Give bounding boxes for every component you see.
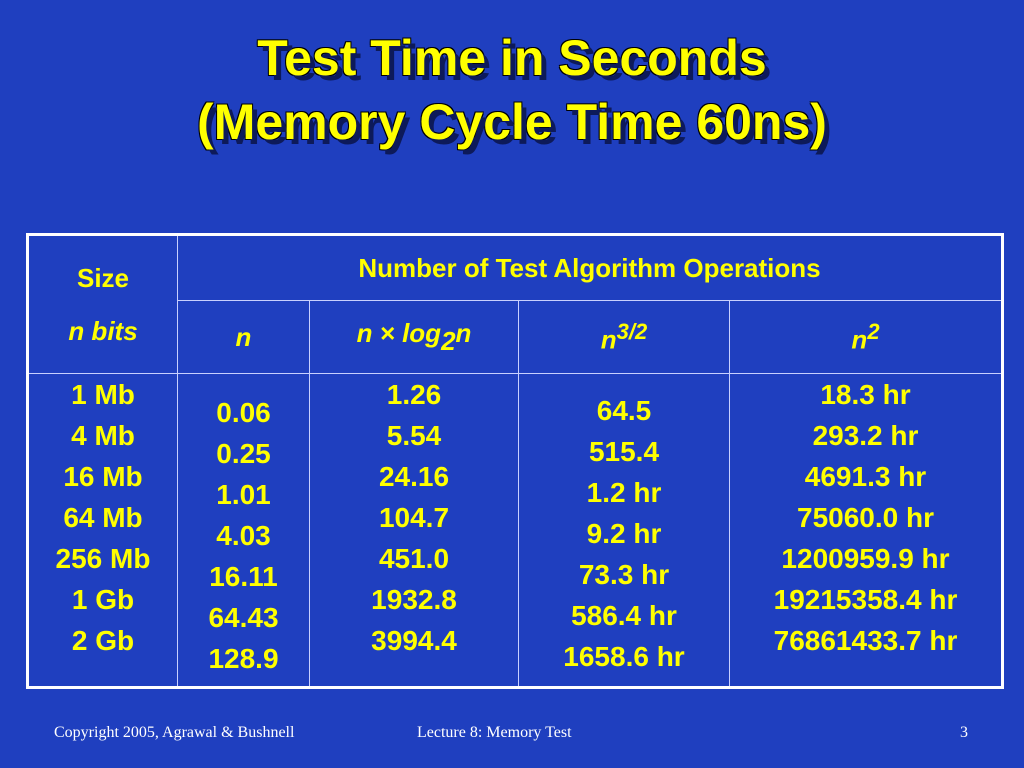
column-header-row: n n × log2n n3/2 n2 (28, 300, 1003, 374)
slide-title: Test Time in Seconds (Memory Cycle Time … (0, 26, 1024, 154)
col-n32-header: n3/2 (518, 300, 730, 374)
n32-value: 73.3 hr (578, 559, 670, 590)
n32-value: 586.4 hr (571, 600, 677, 631)
size-value: 16 Mb (63, 461, 143, 492)
size-value: 1 Mb (71, 379, 135, 410)
n2-cell: 18.3 hr 293.2 hr 4691.3 hr 75060.0 hr 12… (729, 373, 1003, 688)
n2-value: 4691.3 hr (804, 461, 927, 492)
test-time-table: Size n bits Number of Test Algorithm Ope… (26, 233, 1004, 689)
n32-cell: 64.5 515.4 1.2 hr 9.2 hr 73.3 hr 586.4 h… (518, 373, 730, 688)
n2-value: 75060.0 hr (797, 502, 934, 533)
col-nlogn-suffix: n (455, 317, 472, 348)
nlogn-value: 1932.8 (371, 584, 457, 615)
title-line-2: (Memory Cycle Time 60ns) (197, 94, 827, 150)
nlogn-cell: 1.26 5.54 24.16 104.7 451.0 1932.8 3994.… (309, 373, 519, 688)
n-value: 0.06 (216, 397, 271, 428)
n-value: 1.01 (216, 479, 271, 510)
col-nlogn-prefix: n × log (356, 317, 442, 348)
n32-value: 515.4 (588, 436, 660, 467)
sizes-cell: 1 Mb 4 Mb 16 Mb 64 Mb 256 Mb 1 Gb 2 Gb (27, 373, 178, 688)
header-row: Size n bits Number of Test Algorithm Ope… (27, 234, 1003, 374)
n-value: 64.43 (208, 602, 279, 633)
ops-header: Number of Test Algorithm Operations (177, 234, 1003, 301)
n-value: 0.25 (216, 438, 271, 469)
col-n2-exponent: 2 (867, 318, 880, 344)
n-value: 16.11 (209, 561, 278, 592)
n32-value: 9.2 hr (586, 518, 662, 549)
nlogn-value: 24.16 (378, 461, 450, 492)
n-cell: 0.06 0.25 1.01 4.03 16.11 64.43 128.9 (177, 373, 310, 688)
n32-value: 64.5 (596, 395, 652, 426)
n2-value: 19215358.4 hr (773, 584, 958, 615)
size-value: 256 Mb (55, 543, 151, 574)
n32-value: 1658.6 hr (563, 641, 685, 672)
col-n2-header: n2 (729, 300, 1003, 374)
footer-lecture: Lecture 8: Memory Test (417, 724, 572, 741)
n2-value: 293.2 hr (812, 420, 919, 451)
size-header-cell: Size n bits (27, 234, 178, 374)
size-value: 64 Mb (63, 502, 143, 533)
size-value: 2 Gb (71, 625, 135, 656)
nlogn-value: 5.54 (386, 420, 442, 451)
col-nlogn-subscript: 2 (441, 325, 456, 356)
data-row: 1 Mb 4 Mb 16 Mb 64 Mb 256 Mb 1 Gb 2 Gb 0… (27, 373, 1003, 688)
n32-value: 1.2 hr (586, 477, 662, 508)
size-unit: n bits (68, 315, 138, 346)
size-value: 4 Mb (71, 420, 135, 451)
n2-value: 1200959.9 hr (781, 543, 950, 574)
footer-copyright: Copyright 2005, Agrawal & Bushnell (54, 724, 295, 741)
n2-value: 76861433.7 hr (773, 625, 958, 656)
nlogn-value: 3994.4 (371, 625, 457, 656)
col-n-header: n (177, 300, 310, 374)
nlogn-value: 1.26 (386, 379, 442, 410)
nlogn-value: 104.7 (378, 502, 450, 533)
n-value: 4.03 (216, 520, 271, 551)
title-line-1: Test Time in Seconds (257, 30, 767, 86)
size-value: 1 Gb (71, 584, 135, 615)
n2-value: 18.3 hr (820, 379, 911, 410)
col-n2-base: n (851, 324, 868, 355)
n-value: 128.9 (208, 643, 279, 674)
col-n-label: n (235, 321, 252, 352)
footer-page-number: 3 (960, 724, 968, 741)
col-n32-exponent: 3/2 (616, 318, 648, 344)
size-header: Size (76, 262, 130, 293)
col-nlogn-header: n × log2n (309, 300, 519, 374)
nlogn-value: 451.0 (378, 543, 450, 574)
col-n32-base: n (600, 324, 617, 355)
